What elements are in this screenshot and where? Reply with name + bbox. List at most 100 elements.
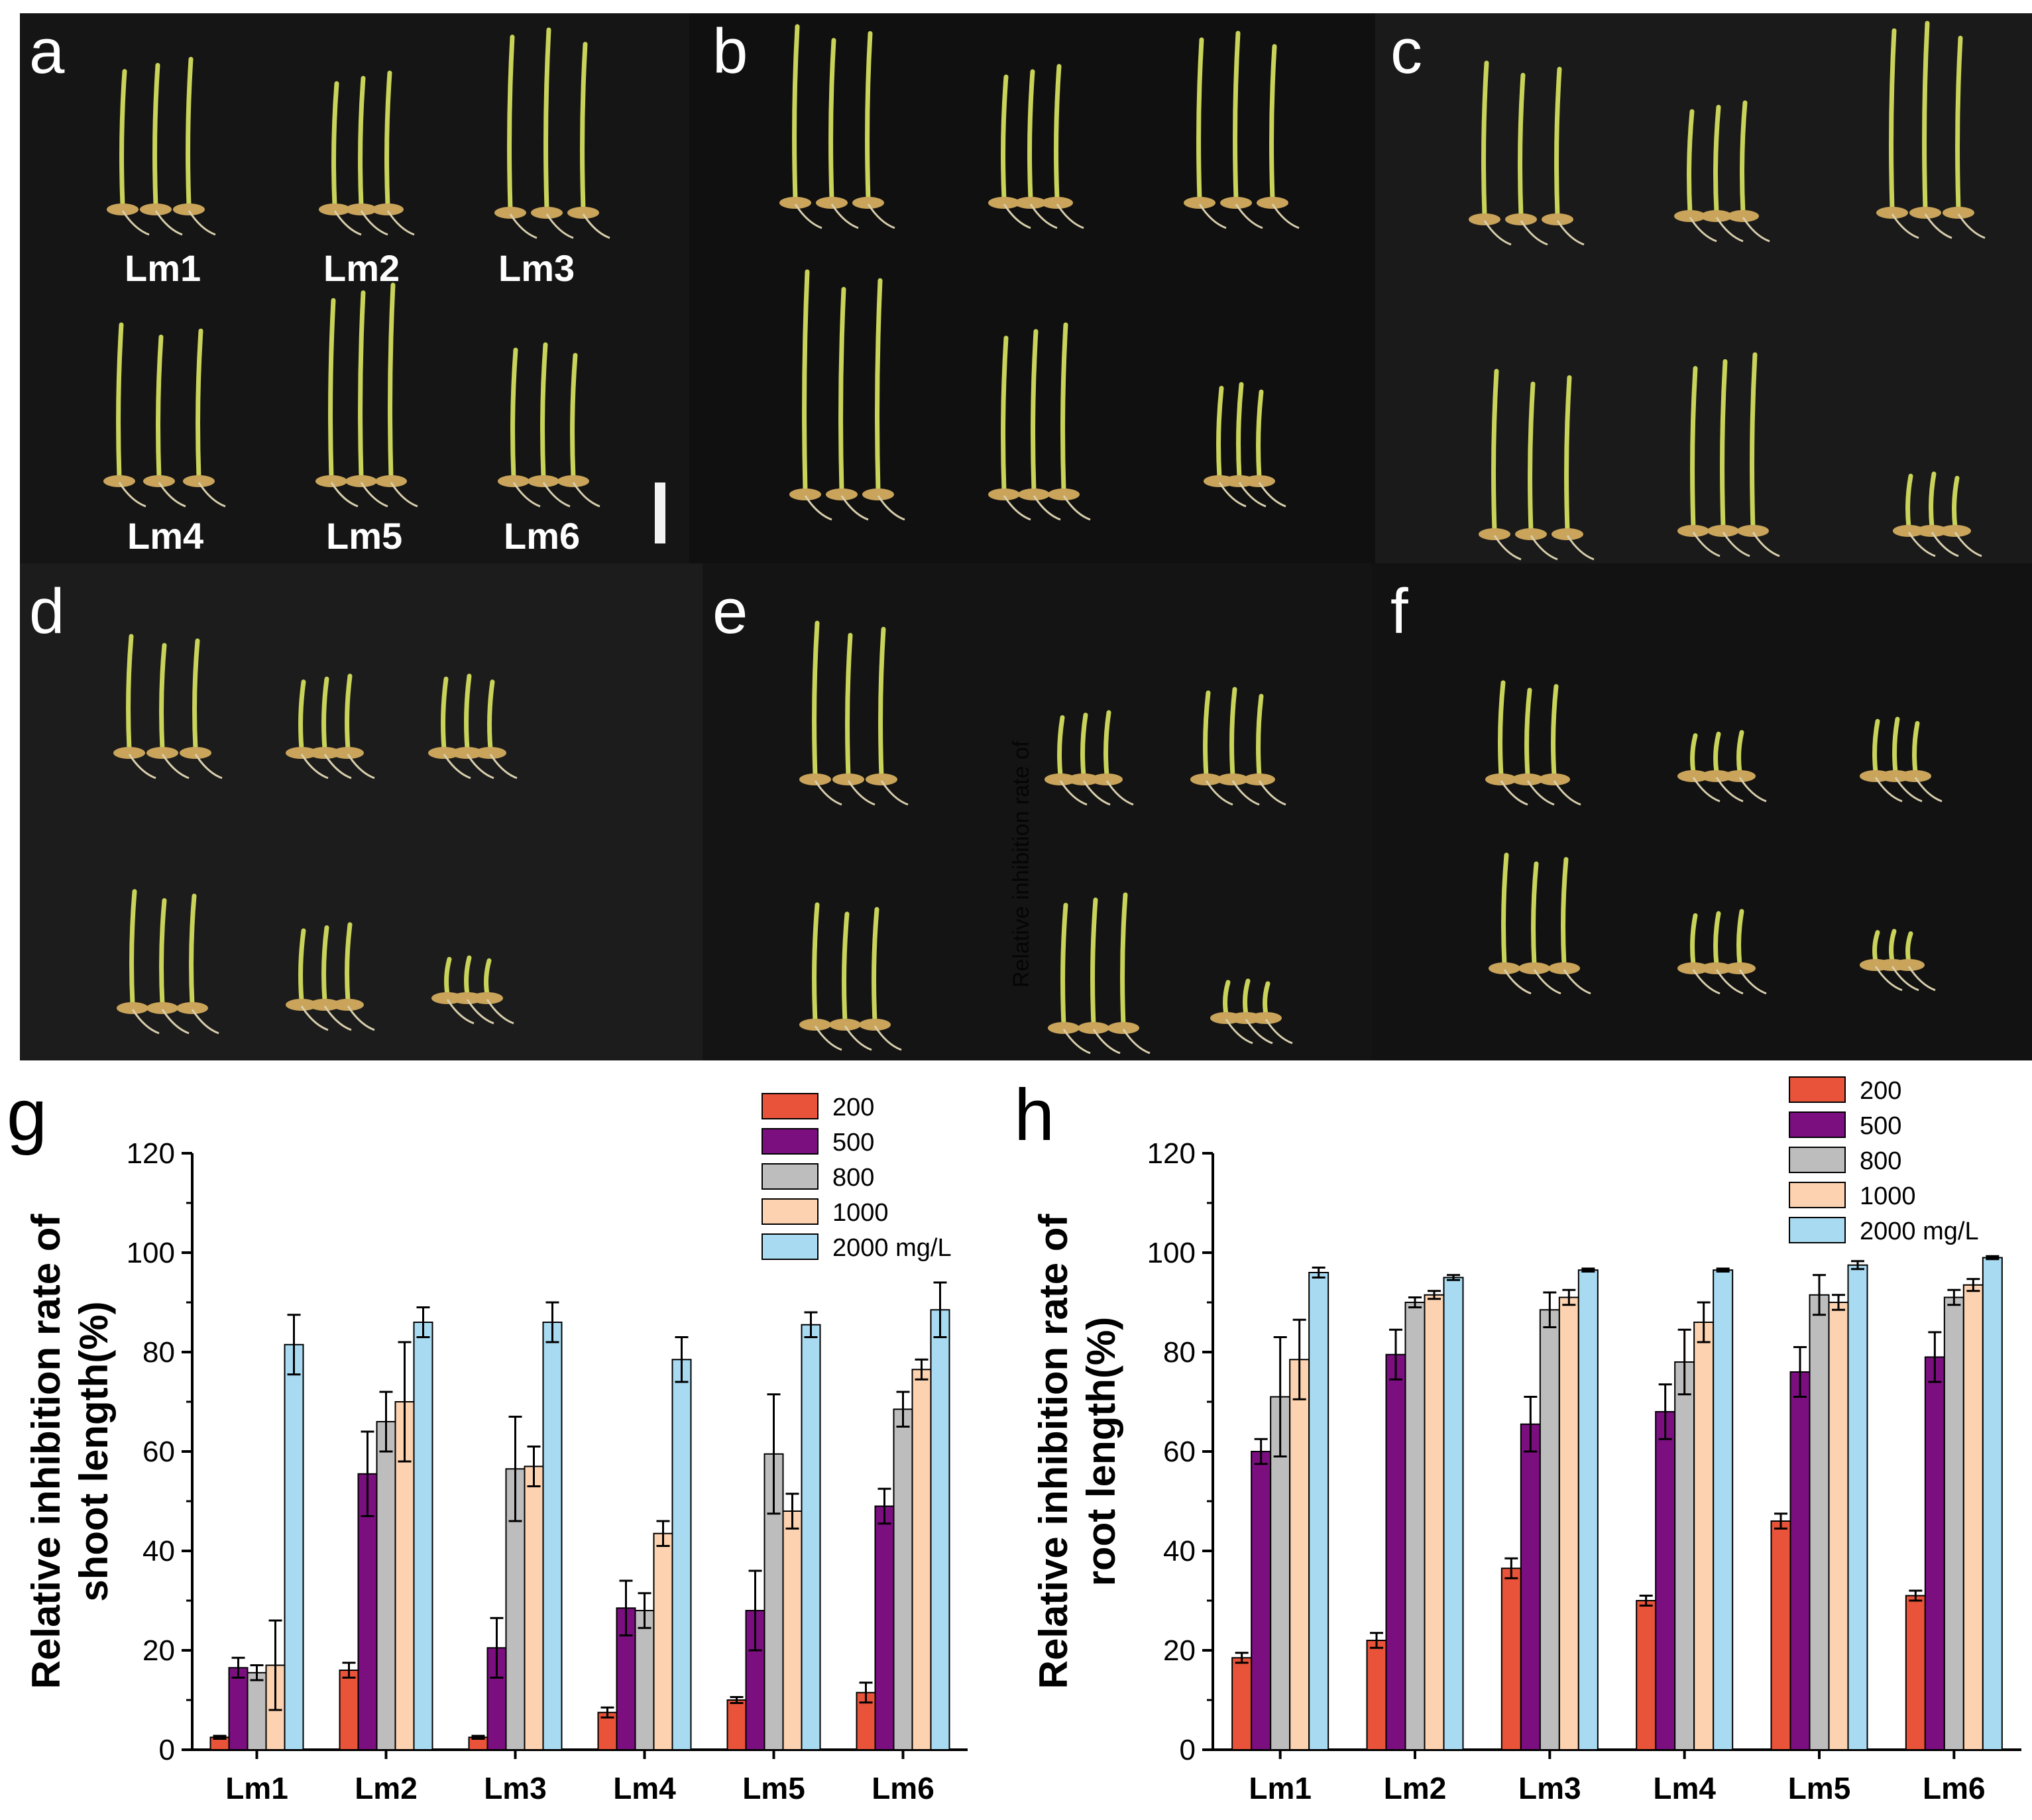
seedling-root bbox=[1891, 966, 1919, 992]
seed bbox=[286, 999, 317, 1011]
seedling-root bbox=[1738, 969, 1767, 995]
seedling-root bbox=[1059, 780, 1088, 806]
seedling-shoot bbox=[345, 673, 353, 752]
photo-panel-f bbox=[1372, 563, 2032, 1060]
seedling-shoot bbox=[828, 38, 836, 201]
seedling-shoot bbox=[159, 898, 167, 1007]
seed bbox=[1512, 773, 1544, 785]
bar bbox=[1231, 1657, 1253, 1750]
seed bbox=[1091, 773, 1123, 785]
seedling-shoot bbox=[1564, 375, 1572, 533]
seedling-root bbox=[191, 1009, 219, 1035]
seedling-shoot bbox=[487, 679, 495, 752]
seedling-shoot bbox=[507, 34, 515, 211]
seed bbox=[1243, 773, 1275, 785]
seedling-shoot bbox=[1027, 69, 1035, 201]
seedling-root bbox=[1689, 217, 1717, 243]
seedling-shoot bbox=[1720, 359, 1728, 530]
seed bbox=[862, 488, 894, 500]
seedling-root bbox=[198, 482, 226, 508]
x-tick-label: Lm1 bbox=[225, 1771, 288, 1805]
seed bbox=[1677, 770, 1709, 782]
seedling-root bbox=[1526, 780, 1555, 806]
seedling-group bbox=[1044, 710, 1134, 806]
seedling-shoot bbox=[1524, 687, 1532, 778]
y-axis-label-line1: Relative inhibition rate of bbox=[1031, 1214, 1076, 1689]
chart-root-length: h Relative inhibition rate of root length(… bbox=[1014, 1074, 2021, 1805]
seedling-shoot bbox=[1736, 730, 1744, 775]
seedling-shoot bbox=[321, 676, 329, 752]
seedling-root bbox=[1258, 780, 1286, 806]
seedling-root bbox=[1692, 969, 1721, 995]
bar bbox=[1289, 1359, 1310, 1750]
seedling-shoot bbox=[1905, 473, 1913, 530]
seedling-shoot bbox=[1090, 897, 1098, 1027]
bar bbox=[1500, 1567, 1522, 1750]
seedling-root bbox=[1553, 780, 1581, 806]
seedling-root bbox=[542, 482, 571, 508]
seed bbox=[1217, 773, 1249, 785]
scale-bar bbox=[655, 483, 665, 543]
seed bbox=[345, 203, 377, 215]
legend-swatch bbox=[1789, 1217, 1846, 1243]
legend-swatch bbox=[762, 1198, 818, 1225]
seed bbox=[372, 203, 404, 215]
photo-panel-e bbox=[703, 563, 1372, 1060]
y-axis-label-line2: root length(%) bbox=[1079, 1317, 1123, 1587]
seed bbox=[1701, 770, 1732, 782]
seedling-shoot bbox=[1001, 335, 1009, 493]
seedling-root bbox=[300, 1005, 329, 1031]
seedling-root bbox=[1520, 220, 1548, 246]
seedling-group bbox=[428, 673, 518, 779]
seed bbox=[1044, 773, 1076, 785]
seedling-shoot bbox=[1057, 715, 1065, 778]
seed bbox=[1677, 525, 1709, 537]
y-tick-label: 120 bbox=[127, 1137, 175, 1170]
seedling-shoot bbox=[384, 70, 392, 208]
seedling-group bbox=[1479, 369, 1595, 561]
seedling-shoot bbox=[1889, 28, 1897, 211]
seed bbox=[1107, 1022, 1139, 1034]
seed bbox=[332, 999, 364, 1011]
bar bbox=[1828, 1302, 1849, 1750]
seedling-root bbox=[582, 213, 610, 239]
seedling-root bbox=[1062, 495, 1091, 521]
seedling-root bbox=[1198, 203, 1227, 229]
seedling-group bbox=[113, 634, 223, 779]
seedling-root bbox=[509, 213, 537, 239]
panel-letter-g: g bbox=[7, 1074, 47, 1156]
chart-shoot-length: g Relative inhibition rate of shoot length… bbox=[7, 1074, 968, 1805]
photo-label-lm6: Lm6 bbox=[504, 515, 580, 557]
seedling-root bbox=[1957, 213, 1986, 239]
bar bbox=[874, 1505, 895, 1750]
seedling-root bbox=[1931, 532, 1959, 557]
seedling-root bbox=[1503, 969, 1532, 995]
seedling-group bbox=[799, 620, 909, 806]
seed bbox=[779, 197, 811, 209]
seedling-root bbox=[1235, 203, 1263, 229]
seedling-root bbox=[1566, 535, 1595, 561]
seed bbox=[866, 773, 897, 785]
bar bbox=[1982, 1257, 2003, 1750]
seedling-shoot bbox=[464, 955, 472, 997]
photo-label-lm2: Lm2 bbox=[323, 247, 400, 289]
seed bbox=[1243, 475, 1275, 487]
seed bbox=[146, 747, 178, 759]
seedling-root bbox=[1225, 1019, 1253, 1045]
seedling-root bbox=[1556, 220, 1585, 246]
seedling-shoot bbox=[812, 620, 820, 778]
seedling-root bbox=[1907, 532, 1936, 557]
seedling-shoot bbox=[1203, 690, 1211, 778]
seedling-group bbox=[1190, 687, 1286, 806]
seedling-root bbox=[1891, 213, 1919, 239]
bar bbox=[1558, 1296, 1579, 1750]
bar bbox=[1905, 1595, 1926, 1750]
seed bbox=[1893, 959, 1925, 971]
seedling-root bbox=[1742, 217, 1770, 243]
seed bbox=[1048, 1022, 1080, 1034]
seedling-shoot bbox=[1690, 733, 1698, 775]
panel-letter-f: f bbox=[1390, 576, 1408, 647]
seedling-photo-grid: a b c d e f Lm1 Lm2 Lm3 Lm4 Lm5 Lm6 Rela… bbox=[20, 13, 2032, 1060]
y-tick-label: 80 bbox=[1163, 1336, 1196, 1369]
panel-letter-b: b bbox=[712, 16, 748, 87]
